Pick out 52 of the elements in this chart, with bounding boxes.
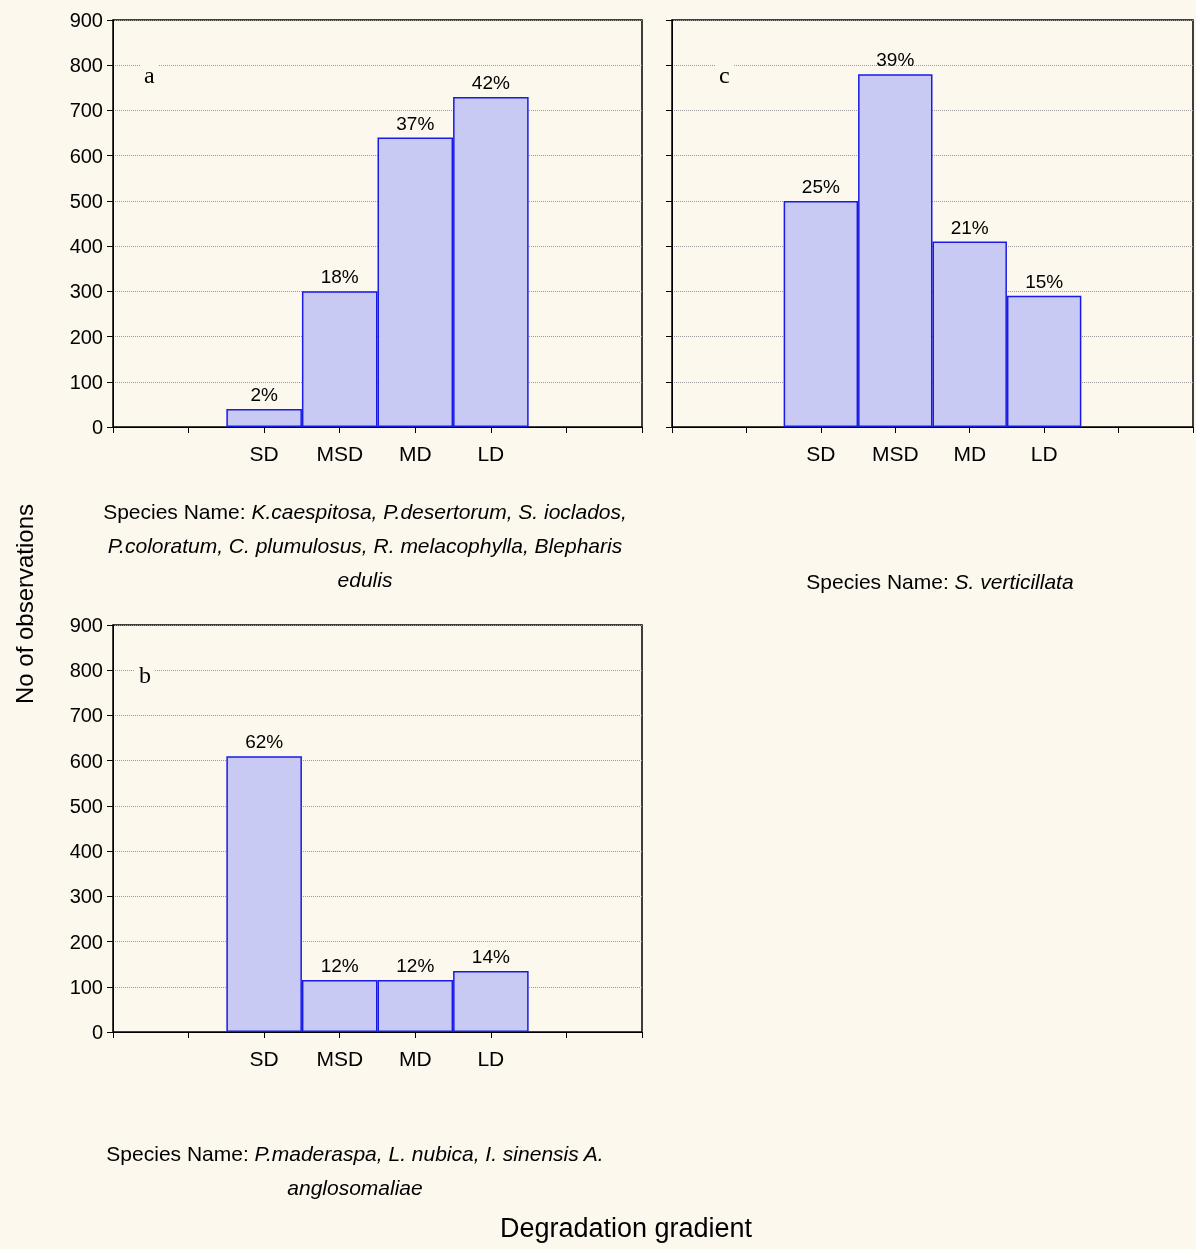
annotation: 62% [245,731,284,753]
y-tick-label: 400 [69,235,103,258]
y-tick-label: 800 [69,54,103,77]
x-tick-label: MSD [871,442,919,465]
y-tick-label: 0 [91,1021,103,1043]
annotation: 12% [320,954,359,976]
x-tick-label: MD [398,442,432,465]
x-tick-label: SD [249,1047,279,1070]
y-tick-label: 0 [91,416,103,438]
x-tick-label: LD [1030,442,1058,465]
x-tick-label: MD [953,442,987,465]
text: Species Name: K.caespitosa, P.desertorum, S. ioclados, P.coloratum, C. plumulosus, R. melacophylla, Blepharis edulis [102,499,628,593]
y-tick-label: 900 [69,614,103,636]
x-tick-label: MSD [316,442,364,465]
text: Species Name: P.maderaspa, L. nubica, I. sinensis A. anglosomaliae [105,1141,605,1201]
y-tick-label: 700 [69,99,103,122]
annotation: 15% [1025,270,1064,292]
y-tick-label: 300 [69,280,103,303]
text: Species Name: S. verticillata [805,569,1075,595]
x-tick-label: MSD [316,1047,364,1070]
y-tick-label: 200 [69,930,103,953]
y-tick-label: 500 [69,189,103,212]
annotation: 39% [876,49,915,71]
annotation: a [140,62,159,89]
annotation: 18% [320,266,359,288]
y-tick-label: 800 [69,659,103,682]
annotation: 12% [396,954,435,976]
x-tick-label: SD [249,442,279,465]
y-tick-label: 600 [69,749,103,772]
y-tick-label: 700 [69,704,103,727]
y-tick-label: 600 [69,144,103,167]
annotation: 42% [471,71,510,93]
y-tick-label: 900 [69,9,103,31]
annotation: c [715,62,734,89]
annotation: b [135,662,155,689]
x-tick-label: LD [477,1047,505,1070]
y-tick-label: 500 [69,794,103,817]
annotation: 37% [396,112,435,134]
x-tick-label: SD [806,442,836,465]
annotation: 14% [471,945,510,967]
y-tick-label: 100 [69,370,103,393]
y-tick-label: 100 [69,975,103,998]
annotation: 2% [250,383,278,405]
y-tick-label: 200 [69,325,103,348]
y-tick-label: 300 [69,885,103,908]
y-tick-label: 400 [69,840,103,863]
y-axis-title: No of observations [11,502,39,707]
annotation: 21% [950,216,989,238]
annotation: 25% [801,175,840,197]
x-tick-label: MD [398,1047,432,1070]
x-tick-label: LD [477,442,505,465]
x-axis-title: Degradation gradient [498,1213,754,1244]
